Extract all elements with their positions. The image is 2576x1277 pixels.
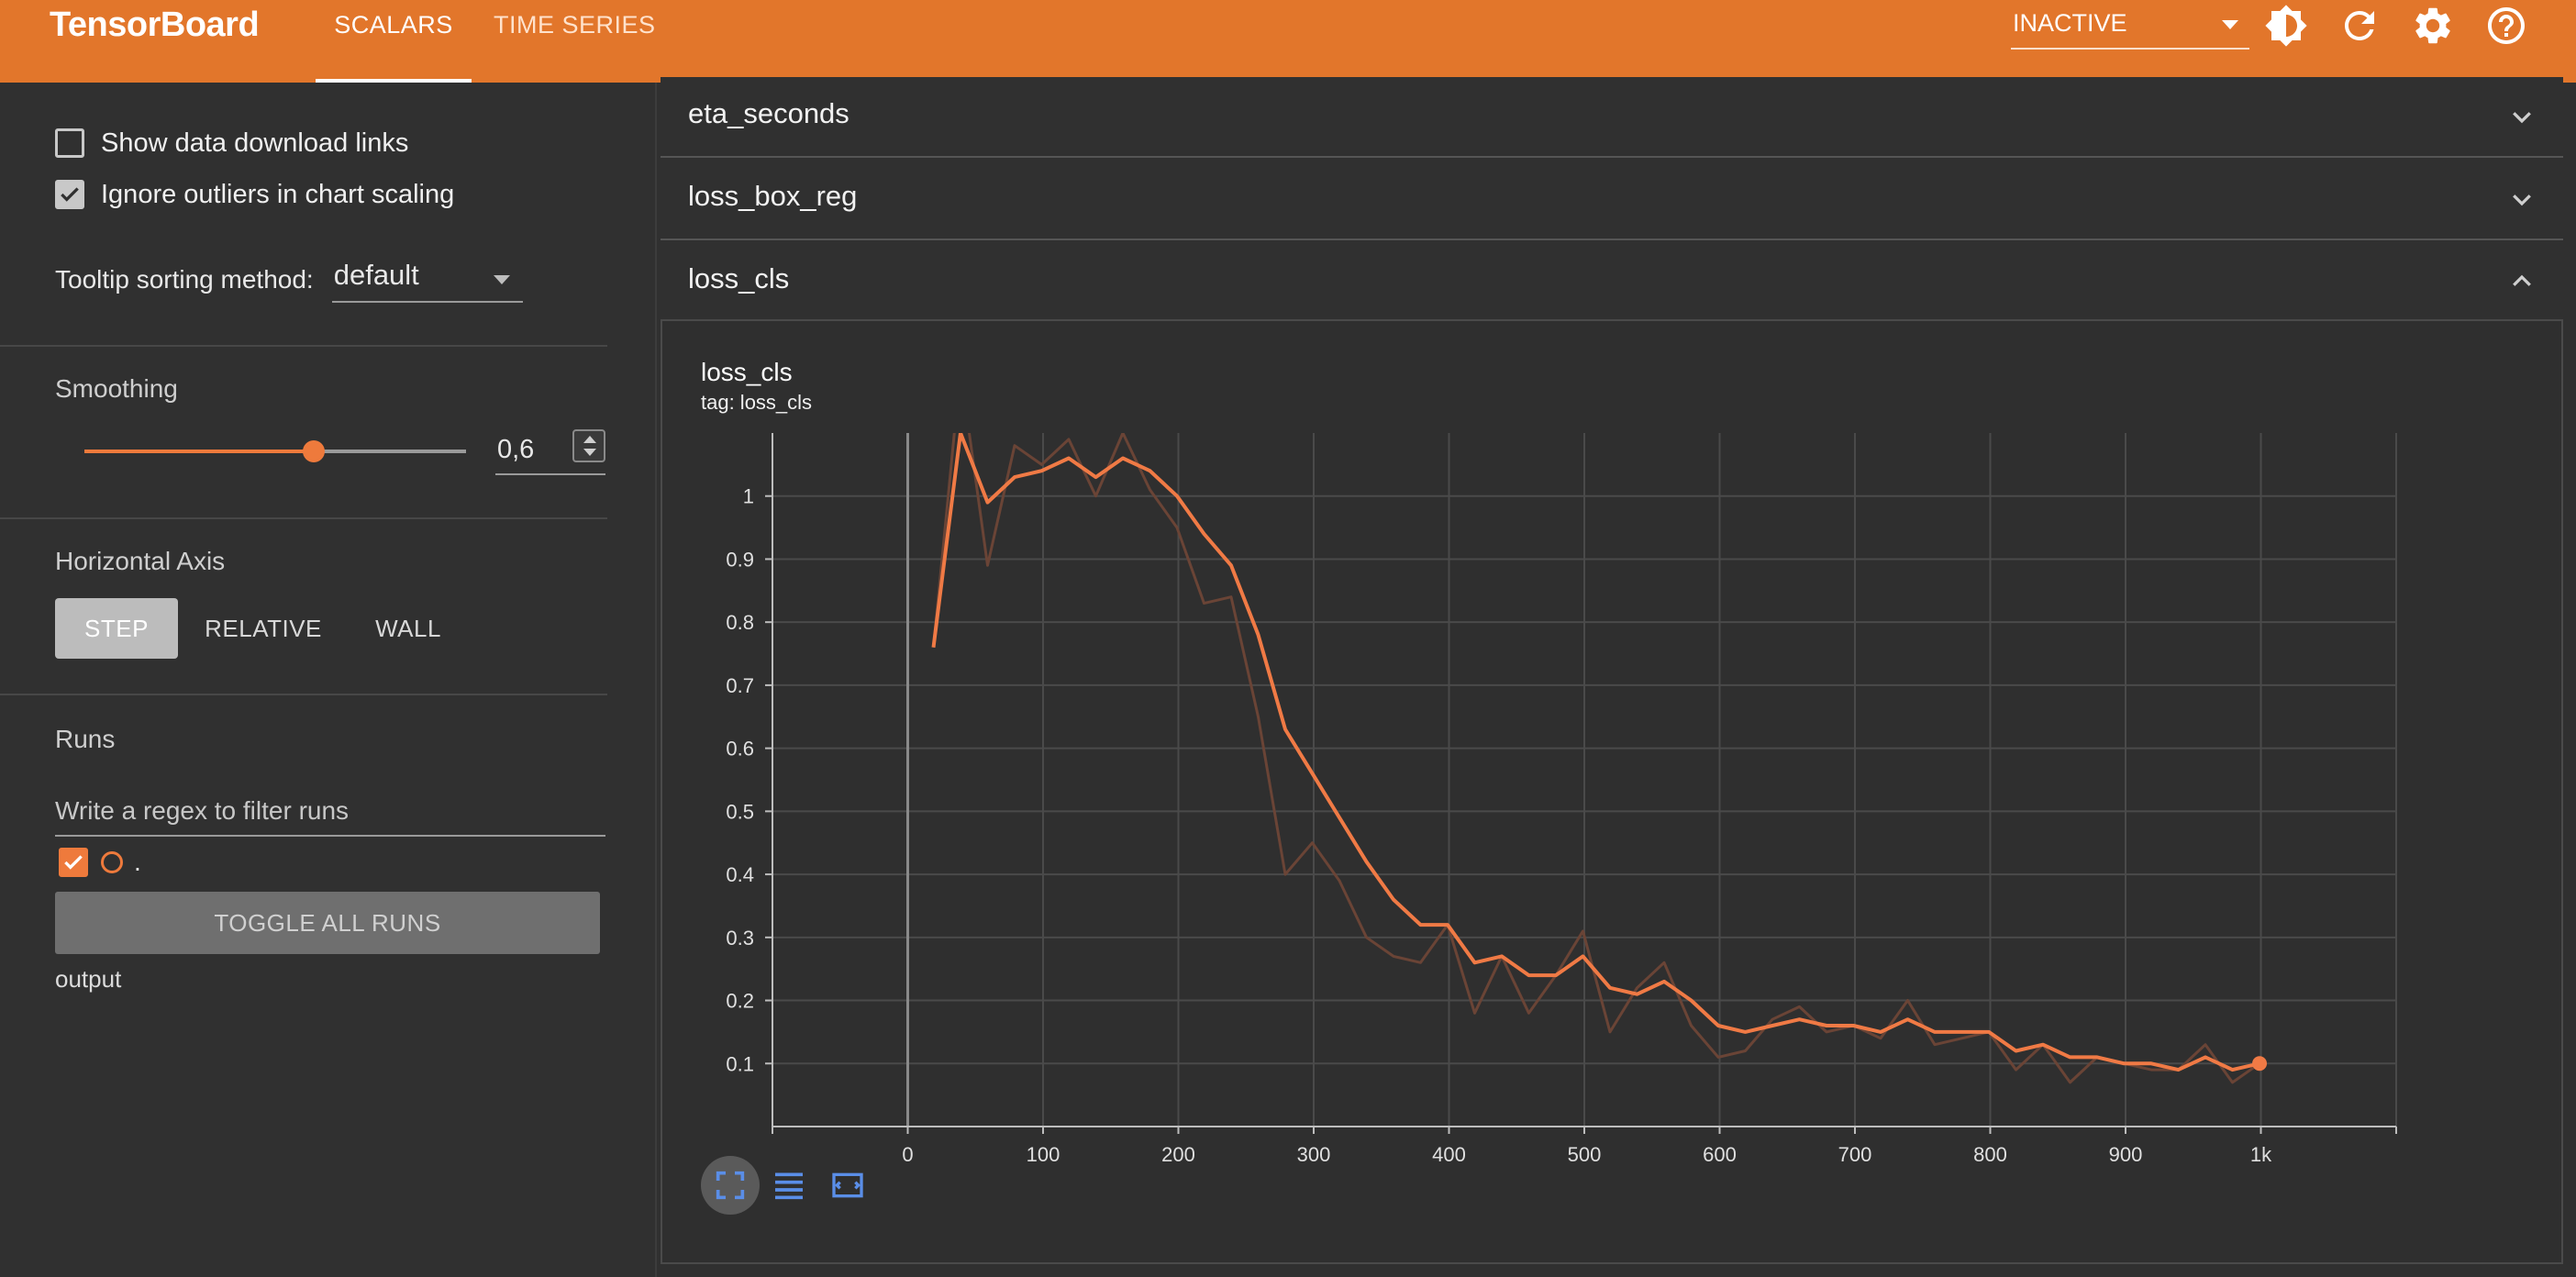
y-tick-label: 0.6 xyxy=(726,738,754,761)
smoothing-input[interactable]: 0,6 xyxy=(495,429,605,475)
tooltip-sorting-label: Tooltip sorting method: xyxy=(55,265,314,294)
top-app-bar: TensorBoard SCALARS TIME SERIES INACTIVE xyxy=(0,0,2576,83)
run-directory-label: output xyxy=(55,965,122,993)
y-tick-label: 1 xyxy=(743,485,754,508)
divider xyxy=(0,694,607,695)
group-header-loss-box-reg[interactable]: loss_box_reg xyxy=(661,160,2563,240)
y-tick-label: 0.8 xyxy=(726,611,754,634)
reload-status-select[interactable]: INACTIVE xyxy=(2011,7,2249,50)
x-tick-label: 200 xyxy=(1161,1143,1195,1166)
ignore-outliers-row[interactable]: Ignore outliers in chart scaling xyxy=(55,176,454,213)
horizontal-axis-title: Horizontal Axis xyxy=(55,547,226,575)
smoothing-value: 0,6 xyxy=(497,435,535,464)
chevron-down-icon xyxy=(2222,20,2238,29)
y-tick-label: 0.4 xyxy=(726,863,754,886)
scalar-chart-card: 0 100 200 300 400 500 600 700 800 900 1k 0.1 0.2 0.3 0… xyxy=(661,319,2563,1264)
log-scale-icon[interactable] xyxy=(760,1156,818,1215)
tab-time-series[interactable]: TIME SERIES xyxy=(494,11,656,39)
tab-scalars[interactable]: SCALARS xyxy=(316,0,472,83)
line-chart[interactable]: 0 100 200 300 400 500 600 700 800 900 1k 0.1 0.2 0.3 0… xyxy=(662,321,2561,1262)
x-tick-label: 300 xyxy=(1297,1143,1331,1166)
show-download-links-checkbox[interactable] xyxy=(55,128,84,158)
chevron-down-icon xyxy=(2513,194,2531,206)
y-tick-label: 0.5 xyxy=(726,800,754,823)
tooltip-sorting-row: Tooltip sorting method: default xyxy=(55,257,523,303)
axis-step-button[interactable]: STEP xyxy=(55,598,178,659)
x-tick-label: 400 xyxy=(1432,1143,1466,1166)
group-name: eta_seconds xyxy=(688,97,849,129)
slider-thumb[interactable] xyxy=(302,440,325,462)
chevron-up-icon xyxy=(2513,274,2531,286)
y-tick-label: 0.3 xyxy=(726,927,754,949)
ignore-outliers-label: Ignore outliers in chart scaling xyxy=(101,179,455,209)
number-spinner[interactable] xyxy=(572,429,605,462)
x-tick-label: 600 xyxy=(1703,1143,1737,1166)
slider-fill xyxy=(84,450,314,453)
tooltip-sorting-select[interactable]: default xyxy=(331,257,523,303)
smoothing-title: Smoothing xyxy=(55,374,178,403)
axis-wall-button[interactable]: WALL xyxy=(375,615,441,642)
chart-title: loss_cls xyxy=(701,358,793,386)
fullscreen-icon[interactable] xyxy=(701,1156,760,1215)
sidebar: Show data download links Ignore outliers… xyxy=(0,83,657,1277)
show-download-links-label: Show data download links xyxy=(101,128,409,158)
y-tick-label: 0.9 xyxy=(726,548,754,571)
x-tick-label: 1k xyxy=(2250,1143,2272,1166)
status-value: INACTIVE xyxy=(2013,9,2127,37)
group-header-loss-cls[interactable]: loss_cls xyxy=(661,242,2563,323)
check-icon xyxy=(61,187,79,202)
group-header-eta-seconds[interactable]: eta_seconds xyxy=(661,77,2563,158)
group-name: loss_cls xyxy=(688,262,790,294)
y-tick-label: 0.2 xyxy=(726,990,754,1013)
ignore-outliers-checkbox[interactable] xyxy=(55,180,84,209)
show-download-links-row[interactable]: Show data download links xyxy=(55,125,408,161)
series-line-smoothed xyxy=(931,433,2260,1072)
help-icon[interactable] xyxy=(2484,4,2528,48)
tooltip-sorting-value: default xyxy=(333,259,419,291)
series-last-point xyxy=(2252,1056,2268,1072)
settings-icon[interactable] xyxy=(2411,4,2455,48)
x-tick-label: 700 xyxy=(1838,1143,1872,1166)
x-tick-label: 100 xyxy=(1027,1143,1060,1166)
divider xyxy=(0,345,607,347)
y-tick-label: 0.1 xyxy=(726,1052,754,1075)
chart-tag: tag: loss_cls xyxy=(701,391,813,414)
run-name: . xyxy=(134,848,141,876)
series-line-raw xyxy=(932,433,2260,1084)
x-tick-label: 0 xyxy=(902,1143,913,1166)
fit-domain-icon[interactable] xyxy=(818,1156,877,1215)
divider xyxy=(0,517,607,519)
runs-filter-input[interactable]: Write a regex to filter runs xyxy=(55,789,605,837)
smoothing-slider[interactable] xyxy=(84,440,466,462)
axis-relative-button[interactable]: RELATIVE xyxy=(205,615,322,642)
app-brand: TensorBoard xyxy=(50,6,260,44)
x-tick-label: 500 xyxy=(1568,1143,1602,1166)
brightness-icon[interactable] xyxy=(2264,4,2308,48)
group-name: loss_box_reg xyxy=(688,180,858,212)
chevron-down-icon xyxy=(2513,112,2531,124)
x-tick-label: 900 xyxy=(2109,1143,2143,1166)
run-item[interactable]: . xyxy=(59,848,141,877)
y-tick-label: 0.7 xyxy=(726,674,754,697)
chevron-down-icon xyxy=(493,275,510,284)
refresh-icon[interactable] xyxy=(2337,4,2382,48)
check-icon xyxy=(64,855,83,870)
runs-title: Runs xyxy=(55,725,116,753)
run-color-swatch[interactable] xyxy=(101,851,123,873)
run-checkbox[interactable] xyxy=(59,848,88,877)
x-tick-label: 800 xyxy=(1973,1143,2007,1166)
runs-filter-placeholder: Write a regex to filter runs xyxy=(55,796,350,825)
toggle-all-runs-button[interactable]: TOGGLE ALL RUNS xyxy=(55,892,600,954)
